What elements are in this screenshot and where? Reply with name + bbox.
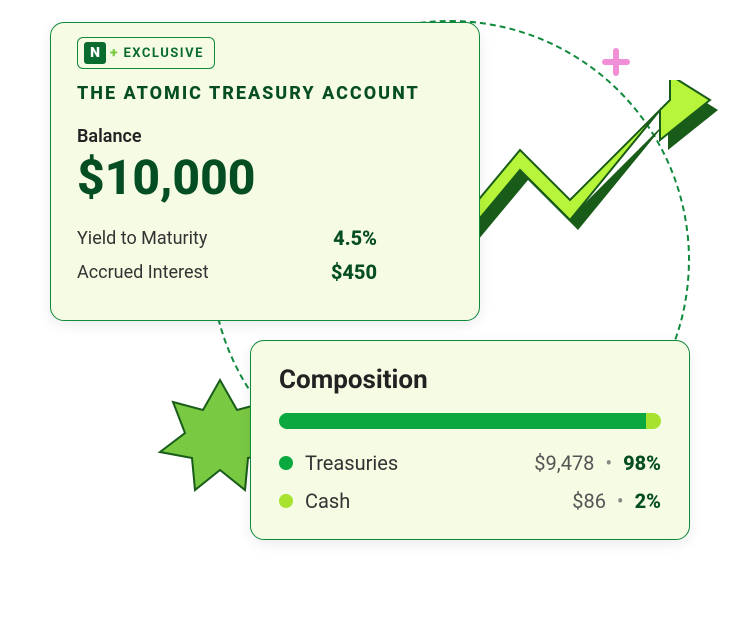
- composition-row: Treasuries $9,478 • 98%: [279, 451, 661, 475]
- badge-label: EXCLUSIVE: [123, 46, 203, 61]
- composition-bar-segment: [646, 413, 661, 429]
- upward-arrow-icon: [460, 80, 720, 280]
- stat-value: $450: [331, 260, 377, 284]
- composition-pct: 98%: [623, 451, 661, 475]
- brand-plus-icon: +: [110, 45, 117, 61]
- composition-bar-segment: [279, 413, 646, 429]
- stat-label: Accrued Interest: [77, 262, 209, 283]
- treasury-account-card: N + EXCLUSIVE THE ATOMIC TREASURY ACCOUN…: [50, 22, 480, 321]
- balance-value: $10,000: [77, 149, 453, 206]
- composition-bar: [279, 413, 661, 429]
- pink-plus-icon: [602, 48, 630, 76]
- composition-label: Cash: [305, 489, 350, 513]
- balance-label: Balance: [77, 126, 453, 147]
- stat-value: 4.5%: [333, 226, 377, 250]
- account-title: THE ATOMIC TREASURY ACCOUNT: [77, 83, 453, 104]
- stat-row: Accrued Interest $450: [77, 260, 377, 284]
- stat-row: Yield to Maturity 4.5%: [77, 226, 377, 250]
- composition-row: Cash $86 • 2%: [279, 489, 661, 513]
- stat-label: Yield to Maturity: [77, 228, 207, 249]
- composition-pct: 2%: [635, 489, 661, 513]
- separator: •: [617, 489, 624, 513]
- separator: •: [605, 451, 612, 475]
- legend-dot-icon: [279, 494, 293, 508]
- composition-amount: $86: [572, 489, 606, 513]
- composition-title: Composition: [279, 365, 661, 395]
- exclusive-badge: N + EXCLUSIVE: [77, 37, 215, 69]
- composition-label: Treasuries: [305, 451, 398, 475]
- brand-n-icon: N: [84, 42, 106, 64]
- composition-amount: $9,478: [534, 451, 594, 475]
- legend-dot-icon: [279, 456, 293, 470]
- composition-card: Composition Treasuries $9,478 • 98% Cash…: [250, 340, 690, 540]
